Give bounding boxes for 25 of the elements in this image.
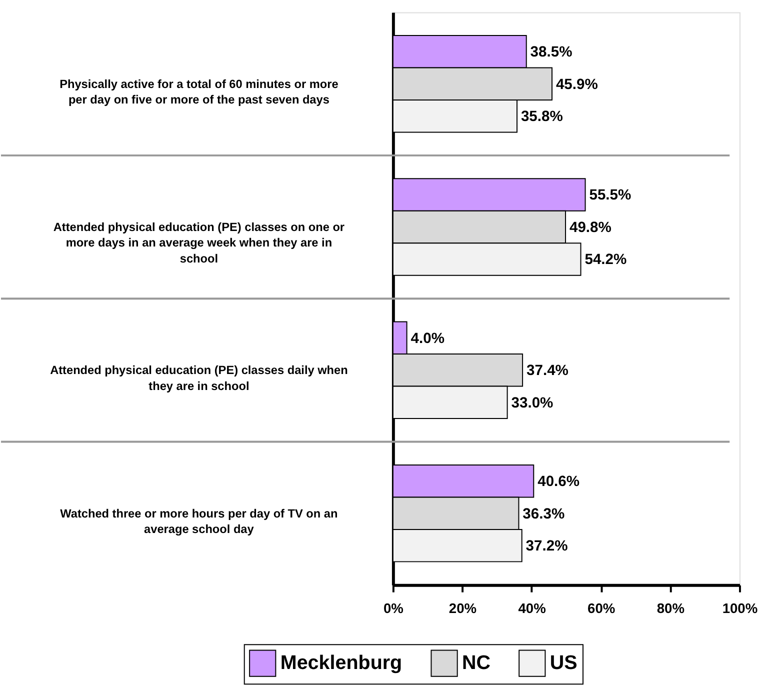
data-label: 4.0% xyxy=(410,330,444,347)
x-tick-label: 40% xyxy=(518,600,546,616)
x-tick-label: 60% xyxy=(588,600,616,616)
data-label: 35.8% xyxy=(520,109,563,126)
legend-label: NC xyxy=(462,652,491,674)
data-label: 38.5% xyxy=(530,44,572,61)
y-tick-label: Attended physical education (PE) classes on one or more days in an average week when they are in school xyxy=(53,220,345,266)
x-tick-label: 100% xyxy=(722,600,758,616)
x-tick-label: 0% xyxy=(383,600,404,616)
data-label: 55.5% xyxy=(589,188,632,204)
data-label: 33.0% xyxy=(511,395,554,412)
data-label: 49.8% xyxy=(569,220,612,236)
data-label: 40.6% xyxy=(538,474,580,490)
y-tick-label: Physically active for a total of 60 minutes or more per day on five or more of the past seven days xyxy=(60,76,339,107)
data-label: 45.9% xyxy=(556,76,598,93)
y-tick-label: Attended physical education (PE) classes daily when they are in school xyxy=(50,363,348,393)
data-label: 37.4% xyxy=(526,363,568,380)
x-tick-label: 20% xyxy=(448,600,477,616)
legend-label: Mecklenburg xyxy=(280,652,402,674)
x-tick-label: 80% xyxy=(656,600,684,616)
data-label: 36.3% xyxy=(522,506,565,522)
data-label: 54.2% xyxy=(584,252,627,268)
legend-label: US xyxy=(550,652,578,674)
data-label: 37.2% xyxy=(526,538,568,555)
y-tick-label: Watched three or more hours per day of TV on an average school day xyxy=(60,506,338,536)
